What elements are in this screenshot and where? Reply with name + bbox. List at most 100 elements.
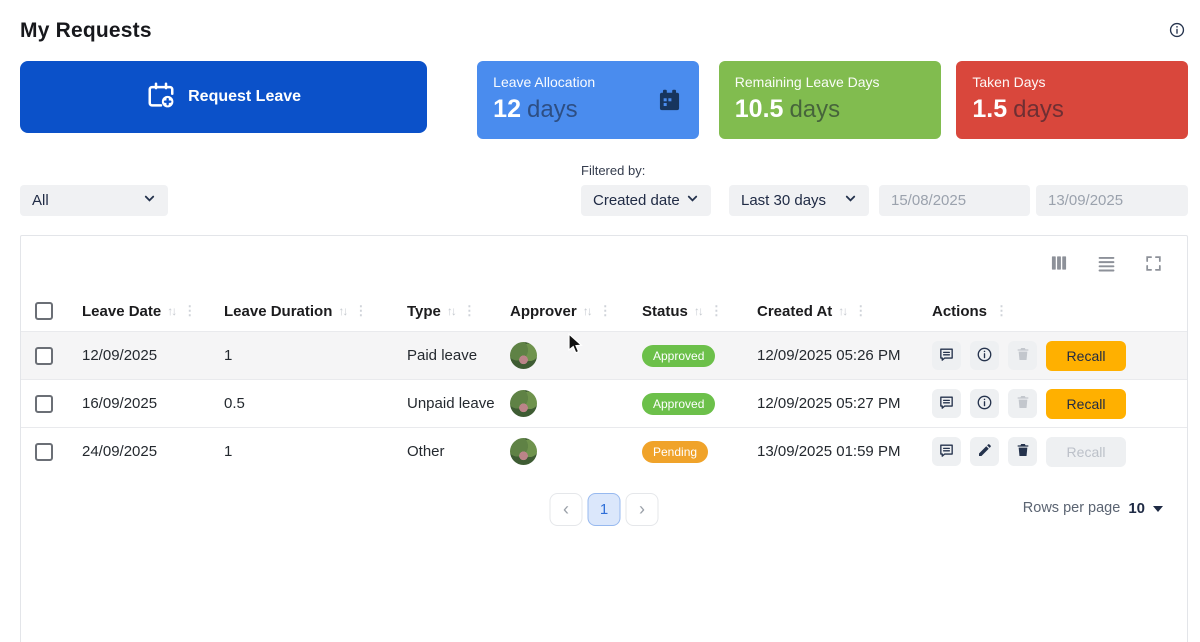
leave-date-cell: 12/09/2025 (82, 347, 158, 365)
trash-icon (1015, 394, 1031, 413)
row-checkbox[interactable] (35, 394, 53, 413)
requests-table-card: Leave Date ↑↓ ⋮ Leave Duration ↑↓ ⋮ Type… (20, 235, 1188, 642)
page-title: My Requests (20, 19, 152, 42)
recall-button[interactable]: Recall (1046, 340, 1126, 371)
requests-table: Leave Date ↑↓ ⋮ Leave Duration ↑↓ ⋮ Type… (21, 293, 1187, 476)
kebab-menu-icon[interactable]: ⋮ (598, 303, 612, 319)
delete-button[interactable] (1008, 437, 1037, 467)
filters-row: All Filtered by: Created date Last 30 da… (20, 163, 1188, 216)
rows-per-page-value: 10 (1128, 499, 1145, 517)
next-page-button[interactable]: › (625, 492, 659, 526)
row-actions: Recall (932, 388, 1187, 419)
table-row[interactable]: 16/09/2025 0.5 Unpaid leave Approved 12/… (21, 379, 1187, 428)
col-leave-duration: Leave Duration (224, 302, 333, 320)
sort-icon[interactable]: ↑↓ (167, 304, 177, 319)
request-leave-label: Request Leave (188, 88, 302, 105)
remaining-leave-label: Remaining Leave Days (734, 74, 880, 90)
leave-duration-cell: 1 (224, 443, 233, 461)
sort-icon[interactable]: ↑↓ (693, 304, 704, 319)
filtered-by-label: Filtered by: (581, 163, 646, 178)
row-checkbox[interactable] (35, 346, 53, 365)
kebab-menu-icon[interactable]: ⋮ (709, 303, 723, 319)
date-from-input[interactable]: 15/08/2025 (879, 185, 1030, 216)
rows-per-page-select[interactable]: Rows per page 10 (1023, 500, 1163, 517)
type-cell: Unpaid leave (407, 395, 495, 413)
type-filter-select[interactable]: All (20, 185, 168, 216)
top-bar: My Requests (20, 14, 1188, 48)
sort-icon[interactable]: ↑↓ (838, 304, 848, 319)
chevron-down-icon (844, 192, 857, 209)
col-status: Status (642, 302, 688, 320)
trash-icon (1015, 442, 1031, 461)
leave-duration-cell: 0.5 (224, 395, 245, 413)
request-leave-button[interactable]: Request Leave (20, 61, 428, 133)
kebab-menu-icon[interactable]: ⋮ (995, 303, 1009, 319)
row-actions: Recall (932, 436, 1187, 467)
filter-range-select[interactable]: Last 30 days (729, 185, 869, 216)
density-icon (1096, 253, 1117, 277)
sort-icon[interactable]: ↑↓ (446, 304, 457, 319)
select-all-checkbox[interactable] (35, 302, 53, 321)
remaining-leave-value: 10.5 (734, 95, 784, 123)
created-at-cell: 12/09/2025 05:26 PM (757, 347, 901, 365)
created-at-cell: 12/09/2025 05:27 PM (757, 395, 901, 413)
type-filter-value: All (32, 192, 49, 209)
col-leave-date: Leave Date (82, 302, 162, 320)
comment-icon (938, 346, 955, 366)
details-button[interactable] (970, 341, 999, 371)
sort-icon[interactable]: ↑↓ (338, 304, 348, 319)
kebab-menu-icon[interactable]: ⋮ (183, 303, 197, 319)
comment-button[interactable] (932, 389, 961, 419)
row-checkbox[interactable] (35, 442, 53, 461)
page-info-button[interactable] (1166, 19, 1188, 44)
date-to-input[interactable]: 13/09/2025 (1036, 185, 1188, 216)
remaining-leave-card: Remaining Leave Days 10.5 days (718, 61, 942, 139)
filter-field-select[interactable]: Created date (581, 185, 711, 216)
page-1-button[interactable]: 1 (587, 492, 621, 526)
taken-days-card: Taken Days 1.5 days (956, 61, 1188, 139)
fullscreen-button[interactable] (1142, 252, 1165, 278)
taken-days-unit: days (1013, 96, 1064, 123)
approver-avatar (510, 438, 537, 466)
leave-allocation-value: 12 (493, 95, 521, 123)
type-cell: Other (407, 443, 445, 461)
chevron-down-icon (686, 192, 699, 209)
filter-range-value: Last 30 days (741, 192, 827, 209)
comment-button[interactable] (932, 341, 961, 371)
kebab-menu-icon[interactable]: ⋮ (854, 303, 868, 319)
fullscreen-icon (1144, 254, 1163, 276)
delete-button (1008, 341, 1037, 371)
comment-icon (938, 442, 955, 462)
recall-button[interactable]: Recall (1046, 388, 1126, 419)
pager: ‹ 1 › (549, 492, 659, 526)
sort-icon[interactable]: ↑↓ (582, 304, 593, 319)
col-type: Type (407, 302, 441, 320)
table-header-row: Leave Date ↑↓ ⋮ Leave Duration ↑↓ ⋮ Type… (21, 293, 1187, 332)
comment-icon (938, 394, 955, 414)
summary-cards-row: Request Leave Leave Allocation 12 days Re… (20, 61, 1188, 139)
density-button[interactable] (1094, 251, 1119, 279)
kebab-menu-icon[interactable]: ⋮ (462, 303, 476, 319)
columns-icon (1049, 253, 1069, 276)
leave-allocation-label: Leave Allocation (493, 74, 596, 90)
taken-days-label: Taken Days (972, 74, 1046, 90)
table-row[interactable]: 12/09/2025 1 Paid leave Approved 12/09/2… (21, 331, 1187, 380)
comment-button[interactable] (932, 437, 961, 467)
leave-date-cell: 24/09/2025 (82, 443, 158, 461)
info-icon (976, 346, 993, 366)
col-created-at: Created At (757, 302, 833, 320)
status-badge: Approved (642, 344, 716, 367)
edit-button[interactable] (970, 437, 999, 467)
details-button[interactable] (970, 389, 999, 419)
columns-button[interactable] (1047, 251, 1071, 278)
kebab-menu-icon[interactable]: ⋮ (354, 303, 368, 319)
caret-down-icon (1153, 506, 1163, 513)
table-row[interactable]: 24/09/2025 1 Other Pending 13/09/2025 01… (21, 427, 1187, 476)
edit-icon (977, 442, 993, 461)
filter-field-value: Created date (593, 192, 680, 209)
prev-page-button[interactable]: ‹ (549, 492, 583, 526)
created-at-cell: 13/09/2025 01:59 PM (757, 443, 901, 461)
delete-button (1008, 389, 1037, 419)
rows-per-page-label: Rows per page (1022, 500, 1121, 517)
